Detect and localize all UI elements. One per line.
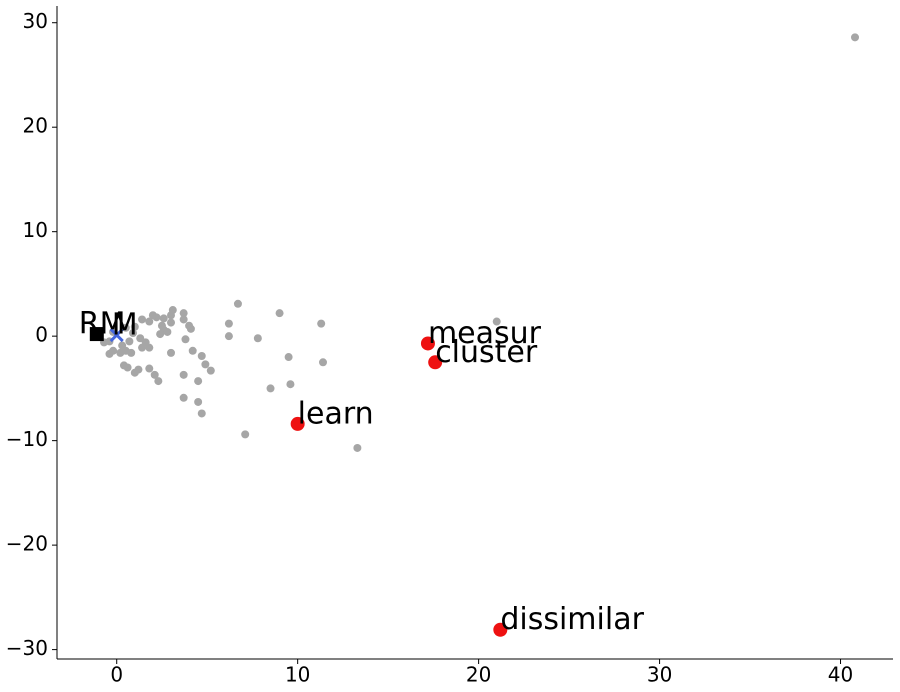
point-label: learn [298, 396, 374, 431]
point [319, 358, 327, 367]
x-tick-label: 40 [828, 663, 853, 687]
point [179, 315, 188, 324]
point [420, 336, 435, 351]
point [150, 370, 159, 379]
x-tick-label: 10 [285, 663, 310, 687]
point [136, 334, 145, 343]
point [179, 309, 188, 318]
y-tick-label: 10 [23, 218, 48, 242]
x-tick-label: 0 [110, 663, 123, 687]
y-tick-label: −20 [6, 532, 48, 556]
point [493, 622, 508, 637]
point [179, 393, 188, 402]
point [851, 33, 859, 42]
point [145, 317, 154, 326]
point [130, 322, 139, 331]
point [134, 365, 143, 374]
point [197, 409, 206, 418]
y-tick-label: 30 [23, 9, 48, 33]
point [186, 324, 195, 333]
point [167, 311, 175, 320]
point-label: dissimilar [500, 602, 644, 637]
point [286, 380, 295, 389]
point [428, 355, 443, 370]
point [233, 299, 242, 308]
point [167, 318, 175, 327]
point [159, 314, 168, 323]
point [145, 364, 154, 373]
y-tick-label: −10 [6, 427, 48, 451]
point [194, 397, 203, 406]
point [121, 323, 130, 332]
point [118, 341, 127, 350]
point [119, 361, 128, 370]
point [224, 332, 233, 341]
point [317, 319, 326, 328]
point [253, 334, 262, 343]
point [224, 319, 233, 328]
point [105, 349, 114, 358]
point [353, 443, 362, 452]
point [138, 343, 147, 352]
point [194, 377, 203, 386]
point-label: RM [79, 307, 126, 342]
point [156, 330, 165, 339]
point [284, 353, 293, 362]
point [129, 329, 137, 338]
point [154, 377, 163, 386]
x-tick-label: 30 [647, 663, 672, 687]
point [206, 366, 215, 375]
point [167, 348, 175, 357]
y-tick-label: −30 [6, 636, 48, 660]
point [157, 321, 166, 330]
point [241, 430, 250, 439]
point-label: measur [428, 316, 542, 351]
point-label: M [112, 308, 138, 343]
point [290, 416, 305, 431]
point [492, 317, 501, 326]
point [138, 315, 147, 324]
point [201, 360, 210, 369]
point [179, 370, 188, 379]
point-label: cluster [435, 335, 538, 370]
x-tick-label: 20 [466, 663, 491, 687]
point [163, 327, 172, 336]
point [116, 348, 125, 357]
point [197, 352, 206, 361]
y-tick-label: 0 [35, 323, 48, 347]
point [266, 384, 275, 393]
point [125, 337, 134, 346]
point [148, 311, 157, 320]
point [188, 346, 197, 355]
x-marker [109, 328, 124, 343]
point [181, 335, 190, 344]
y-tick-label: 20 [23, 114, 48, 138]
square-marker [89, 327, 104, 342]
point [275, 309, 284, 318]
